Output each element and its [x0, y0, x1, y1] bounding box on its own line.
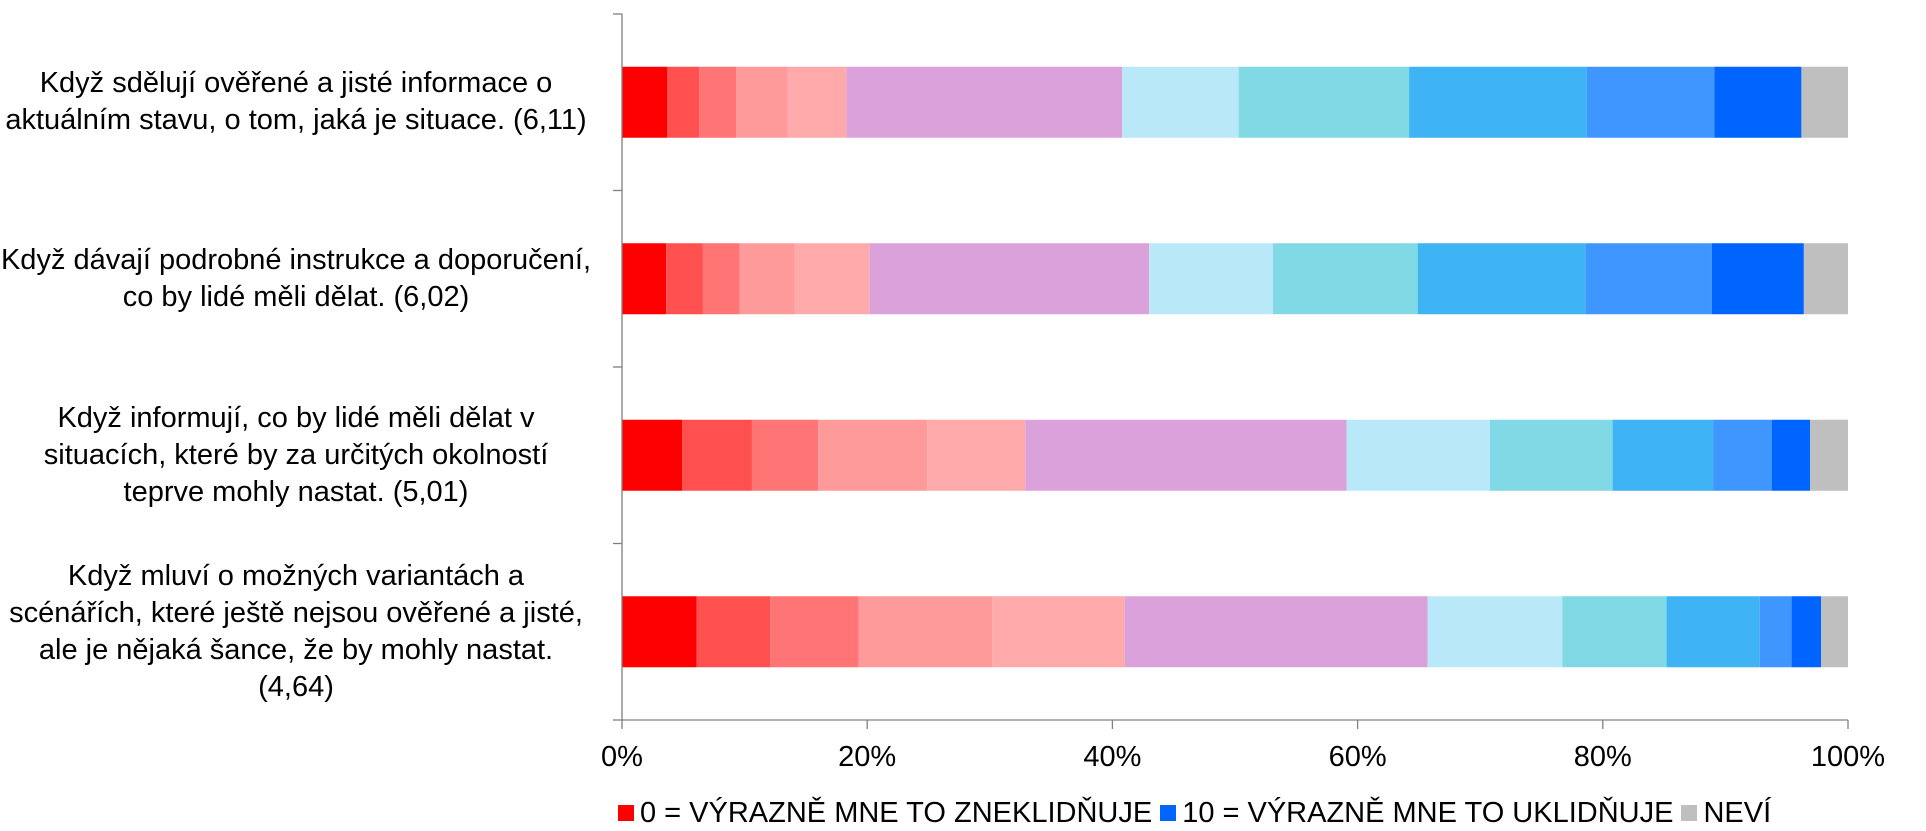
x-tick-label-0: 0% [601, 741, 643, 773]
x-tick-label-4: 80% [1574, 741, 1632, 773]
bar-segment-4-1 [696, 596, 771, 668]
bar-segment-1-8 [1409, 66, 1587, 138]
bar-segment-3-7 [1490, 419, 1613, 491]
bar-segment-4-5 [1124, 596, 1428, 668]
bar-segment-2-8 [1417, 243, 1586, 315]
x-tick-label-2: 40% [1083, 741, 1141, 773]
bar-segment-4-3 [858, 596, 993, 668]
category-label-2: Když dávají podrobné instrukce a doporuč… [0, 244, 592, 313]
bar-segment-3-5 [1025, 419, 1347, 491]
legend-label-10: 10 = VÝRAZNĚ MNE TO UKLIDŇUJE [1182, 796, 1674, 829]
bar-segment-1-7 [1238, 66, 1410, 138]
bar-segment-3-0 [622, 419, 683, 491]
bar-segment-3-2 [751, 419, 819, 491]
legend-label-0: 0 = VÝRAZNĚ MNE TO ZNEKLIDŇUJE [640, 796, 1153, 829]
bar-segment-4-11 [1821, 596, 1848, 668]
bar-segment-3-8 [1612, 419, 1714, 491]
bar-segment-4-0 [622, 596, 697, 668]
bar-segment-2-4 [794, 243, 870, 315]
bar-segment-3-3 [818, 419, 928, 491]
bar-segment-4-10 [1791, 596, 1822, 668]
legend-item-nevi: NEVÍ [1681, 797, 1771, 830]
bar-segment-1-3 [736, 66, 788, 138]
legend-label-nevi: NEVÍ [1703, 796, 1772, 829]
bar-segment-2-3 [739, 243, 795, 315]
bar-segment-2-10 [1711, 243, 1804, 315]
x-tick-label-3: 60% [1329, 741, 1387, 773]
bar-segment-1-0 [622, 66, 668, 138]
bar-segment-2-7 [1273, 243, 1418, 315]
bar-segment-3-11 [1809, 419, 1848, 491]
category-label-1: Když sdělují ověřené a jisté informace o… [5, 67, 587, 136]
bar-segment-1-2 [699, 66, 737, 138]
legend-swatch-nevi [1681, 805, 1698, 821]
bar-segment-4-9 [1759, 596, 1792, 668]
bar-segment-2-2 [702, 243, 740, 315]
bar-segment-1-11 [1801, 66, 1848, 138]
bar-segment-1-6 [1122, 66, 1239, 138]
bar-segment-1-4 [787, 66, 847, 138]
category-label-4: Když mluví o možných variantách a scénář… [9, 560, 583, 703]
bar-segment-3-10 [1771, 419, 1810, 491]
bar-segment-1-10 [1714, 66, 1802, 138]
bar-segment-2-1 [666, 243, 703, 315]
bar-segment-2-11 [1803, 243, 1848, 315]
x-tick-label-5: 100% [1811, 741, 1885, 773]
x-tick-label-1: 20% [838, 741, 896, 773]
bar-segment-2-5 [869, 243, 1150, 315]
legend-swatch-0 [618, 805, 634, 821]
bar-segment-4-4 [992, 596, 1125, 668]
bar-segment-3-4 [927, 419, 1026, 491]
bar-segment-1-1 [667, 66, 700, 138]
bar-segment-1-9 [1586, 66, 1715, 138]
bar-segment-1-5 [846, 66, 1123, 138]
bar-segment-4-7 [1562, 596, 1667, 668]
bar-segment-2-9 [1585, 243, 1712, 315]
legend-item-10: 10 = VÝRAZNĚ MNE TO UKLIDŇUJE [1160, 797, 1673, 830]
bar-segment-3-6 [1346, 419, 1491, 491]
legend-swatch-10 [1160, 805, 1177, 821]
legend: 0 = VÝRAZNĚ MNE TO ZNEKLIDŇUJE 10 = VÝRA… [618, 795, 1779, 831]
category-label-3: Když informují, co by lidé měli dělat v … [43, 402, 549, 508]
legend-item-0: 0 = VÝRAZNĚ MNE TO ZNEKLIDŇUJE [618, 797, 1152, 830]
bar-segment-4-6 [1427, 596, 1563, 668]
bar-segment-4-8 [1666, 596, 1760, 668]
bar-segment-3-9 [1713, 419, 1772, 491]
bar-segment-2-0 [622, 243, 667, 315]
bar-segment-2-6 [1149, 243, 1274, 315]
bar-segment-3-1 [682, 419, 752, 491]
bar-segment-4-2 [770, 596, 859, 668]
